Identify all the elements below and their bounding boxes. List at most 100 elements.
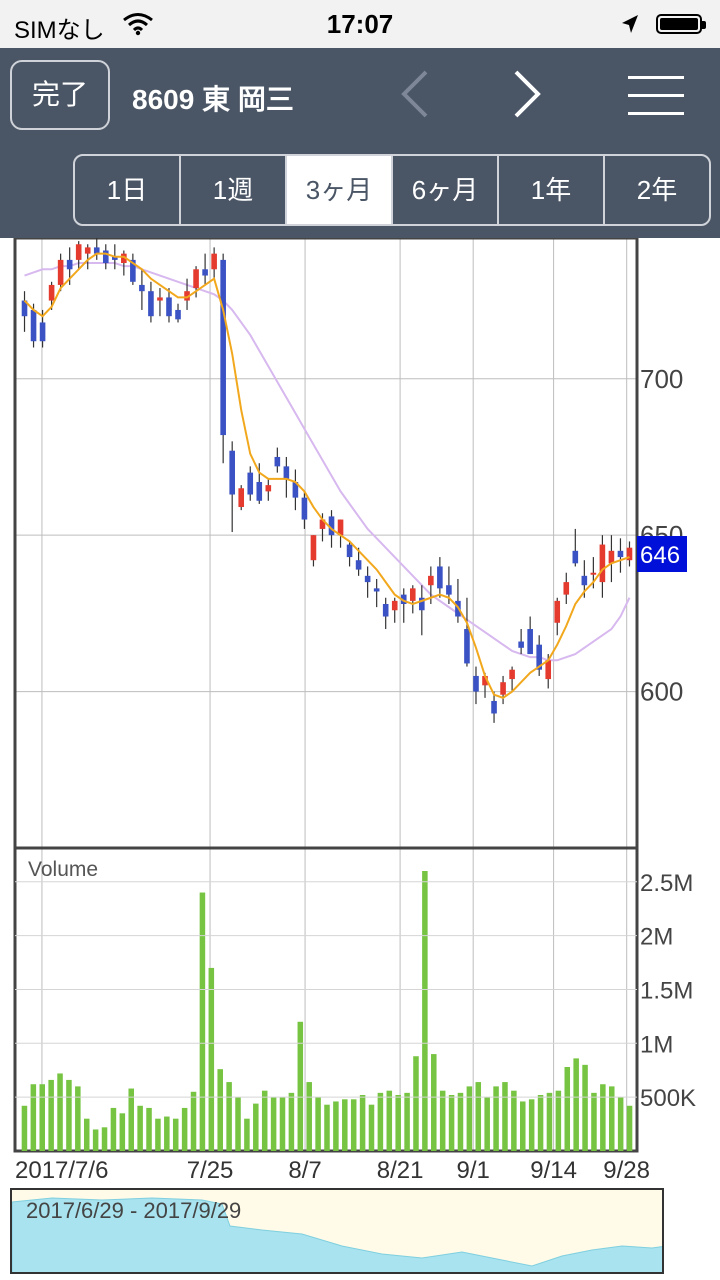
candle-body: [274, 456, 281, 467]
candle-body: [473, 675, 479, 692]
stock-title: 8609 東 岡三: [132, 84, 294, 115]
candle-body: [617, 550, 624, 558]
volume-bar: [235, 1097, 241, 1151]
candle-body: [21, 300, 28, 317]
volume-bar: [253, 1103, 259, 1151]
candle-body: [527, 629, 533, 655]
candle-body: [346, 544, 353, 558]
price-panel-frame: [13, 238, 639, 850]
candle-body: [337, 519, 344, 536]
volume-bar: [137, 1105, 143, 1151]
volume-bar: [537, 1095, 544, 1151]
candle-body: [202, 269, 208, 276]
price-tick-label: 700: [640, 364, 683, 394]
volume-bar: [244, 1118, 250, 1151]
volume-bar: [75, 1086, 81, 1151]
volume-bar: [457, 1092, 464, 1151]
menu-icon[interactable]: [628, 76, 684, 121]
done-button[interactable]: 完了: [10, 60, 110, 130]
range-label: 2017/6/29 - 2017/9/29: [26, 1198, 242, 1223]
date-axis-label: 9/1: [457, 1157, 490, 1184]
candle-body: [75, 244, 82, 260]
candle-body: [211, 253, 217, 270]
candle-body: [545, 660, 552, 680]
period-selector: 1日 1週 3ヶ月 6ヶ月 1年 2年: [73, 154, 711, 226]
volume-bar: [279, 1097, 286, 1151]
volume-bar: [110, 1107, 117, 1151]
volume-bar: [48, 1079, 54, 1151]
volume-tick-label: 1M: [640, 1031, 673, 1058]
current-price-label: 646: [640, 542, 680, 569]
volume-bar: [555, 1090, 562, 1151]
period-tab-1w[interactable]: 1週: [181, 156, 287, 224]
wifi-icon: [122, 12, 154, 41]
candle-body: [102, 250, 109, 264]
candle-body: [500, 682, 506, 695]
volume-bar: [288, 1092, 295, 1151]
volume-bar: [324, 1104, 330, 1151]
candle-body: [428, 575, 434, 586]
candle-body: [364, 575, 371, 583]
chevron-right-icon[interactable]: [508, 68, 544, 125]
candle-body: [84, 247, 91, 254]
volume-bar: [413, 1056, 419, 1151]
candle-body: [130, 259, 136, 282]
chevron-left-icon[interactable]: [398, 68, 434, 125]
range-overview-area: [12, 1197, 662, 1272]
candle-body: [157, 297, 163, 301]
ma-long-line: [24, 262, 631, 662]
candle-body: [419, 597, 425, 611]
volume-bar: [181, 1107, 188, 1151]
volume-bar: [21, 1105, 28, 1151]
candle-body: [93, 247, 100, 254]
volume-bar: [546, 1092, 553, 1151]
volume-bar: [520, 1101, 526, 1151]
volume-bar: [564, 1067, 571, 1151]
candle-body: [626, 547, 633, 561]
volume-bar: [600, 1084, 606, 1151]
candle-body: [319, 519, 326, 529]
candle-body: [464, 629, 470, 664]
candle-body: [166, 297, 172, 317]
candle-body: [400, 594, 407, 604]
volume-bar: [608, 1086, 615, 1151]
candle-body: [491, 700, 497, 714]
status-bar: SIMなし 17:07: [0, 0, 720, 48]
candle-body: [247, 472, 254, 495]
period-tab-1d[interactable]: 1日: [75, 156, 181, 224]
volume-tick-label: 500K: [640, 1085, 696, 1112]
volume-bar: [386, 1090, 393, 1151]
volume-bar: [66, 1079, 72, 1151]
period-tab-6m[interactable]: 6ヶ月: [393, 156, 499, 224]
date-axis-label: 8/7: [288, 1157, 321, 1184]
volume-bar: [617, 1097, 624, 1151]
clock: 17:07: [326, 9, 394, 39]
period-tab-1y[interactable]: 1年: [499, 156, 605, 224]
volume-bar: [573, 1058, 579, 1151]
period-tab-3m[interactable]: 3ヶ月: [287, 156, 393, 224]
location-icon: [620, 13, 640, 40]
volume-bar: [502, 1082, 508, 1151]
period-tab-2y[interactable]: 2年: [636, 175, 678, 205]
candle-body: [581, 575, 588, 586]
candle-body: [509, 669, 515, 680]
volume-bar: [146, 1107, 152, 1151]
volume-title: Volume: [28, 858, 98, 881]
battery-icon: [656, 14, 706, 34]
candle-body: [310, 535, 317, 561]
volume-bar: [101, 1127, 108, 1151]
volume-bar: [57, 1073, 63, 1151]
volume-tick-label: 2.5M: [640, 870, 693, 897]
candle-body: [139, 284, 145, 292]
volume-bar: [199, 892, 206, 1151]
volume-bar: [511, 1090, 517, 1151]
candle-body: [121, 253, 127, 264]
candle-body: [238, 488, 245, 508]
candle-body: [563, 582, 570, 595]
date-axis-label: 9/14: [530, 1157, 577, 1184]
candle-body: [39, 322, 46, 342]
volume-bar: [164, 1116, 170, 1151]
current-price-tag: [637, 536, 687, 572]
range-navigator[interactable]: 2017/6/29 - 2017/9/29: [10, 1188, 664, 1274]
